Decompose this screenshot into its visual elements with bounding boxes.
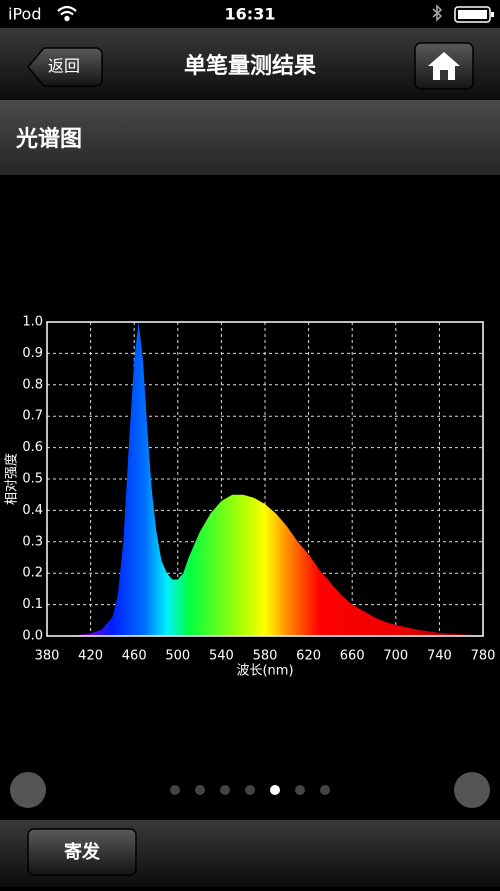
x-tick-label: 740	[427, 649, 452, 664]
back-button[interactable]	[27, 47, 103, 87]
y-tick-label: 0.0	[22, 629, 43, 644]
x-tick-label: 700	[383, 649, 408, 664]
battery-level	[458, 10, 487, 19]
y-tick-label: 0.9	[22, 346, 43, 361]
page-dot	[245, 785, 255, 795]
send-button[interactable]	[27, 828, 137, 876]
prev-page-button[interactable]	[10, 772, 46, 808]
send-button-label[interactable]: 寄发	[64, 841, 101, 863]
x-tick-label: 380	[35, 649, 60, 664]
y-tick-label: 0.2	[22, 566, 43, 581]
x-tick-label: 500	[165, 649, 190, 664]
wifi-icon	[57, 5, 77, 22]
carrier: iPod	[8, 5, 41, 24]
section-title: 光谱图	[15, 126, 82, 152]
x-tick-label: 660	[340, 649, 365, 664]
x-tick-label: 620	[296, 649, 321, 664]
x-axis-label: 波长(nm)	[236, 664, 293, 679]
battery-tip	[491, 12, 494, 17]
y-axis-label: 相对强度	[4, 453, 20, 505]
home-icon[interactable]	[428, 52, 460, 80]
x-tick-label: 540	[209, 649, 234, 664]
y-tick-label: 0.6	[22, 440, 43, 455]
x-tick-label: 580	[253, 649, 278, 664]
y-tick-label: 0.7	[22, 409, 43, 424]
section-header	[0, 100, 500, 175]
y-tick-label: 0.1	[22, 597, 43, 612]
x-tick-label: 420	[78, 649, 103, 664]
page-dot	[320, 785, 330, 795]
page-dot-active	[270, 785, 280, 795]
y-tick-label: 0.3	[22, 534, 43, 549]
back-button-label[interactable]: 返回	[48, 57, 80, 76]
page-dot	[170, 785, 180, 795]
next-page-button[interactable]	[454, 772, 490, 808]
spectrum-chart: 0.0 0.1 0.2 0.3 0.4 0.5 0.6 0.7 0.8 0.9 1.0 380 420 4…	[4, 315, 496, 679]
page-dot	[220, 785, 230, 795]
battery-outline	[454, 6, 491, 23]
home-icon-door	[440, 70, 448, 80]
spectrum-area	[47, 322, 483, 636]
page-dot	[195, 785, 205, 795]
status-bar	[0, 0, 500, 28]
plot-border	[46, 321, 484, 637]
x-tick-label: 460	[122, 649, 147, 664]
clock: 16:31	[225, 5, 276, 24]
y-tick-label: 0.5	[22, 472, 43, 487]
y-tick-label: 1.0	[22, 315, 43, 330]
nav-title: 单笔量测结果	[184, 53, 316, 79]
x-tick-label: 780	[471, 649, 496, 664]
y-tick-label: 0.8	[22, 377, 43, 392]
y-tick-label: 0.4	[22, 503, 43, 518]
page-dot	[295, 785, 305, 795]
page-indicator	[170, 785, 330, 795]
bluetooth-icon	[432, 4, 443, 22]
